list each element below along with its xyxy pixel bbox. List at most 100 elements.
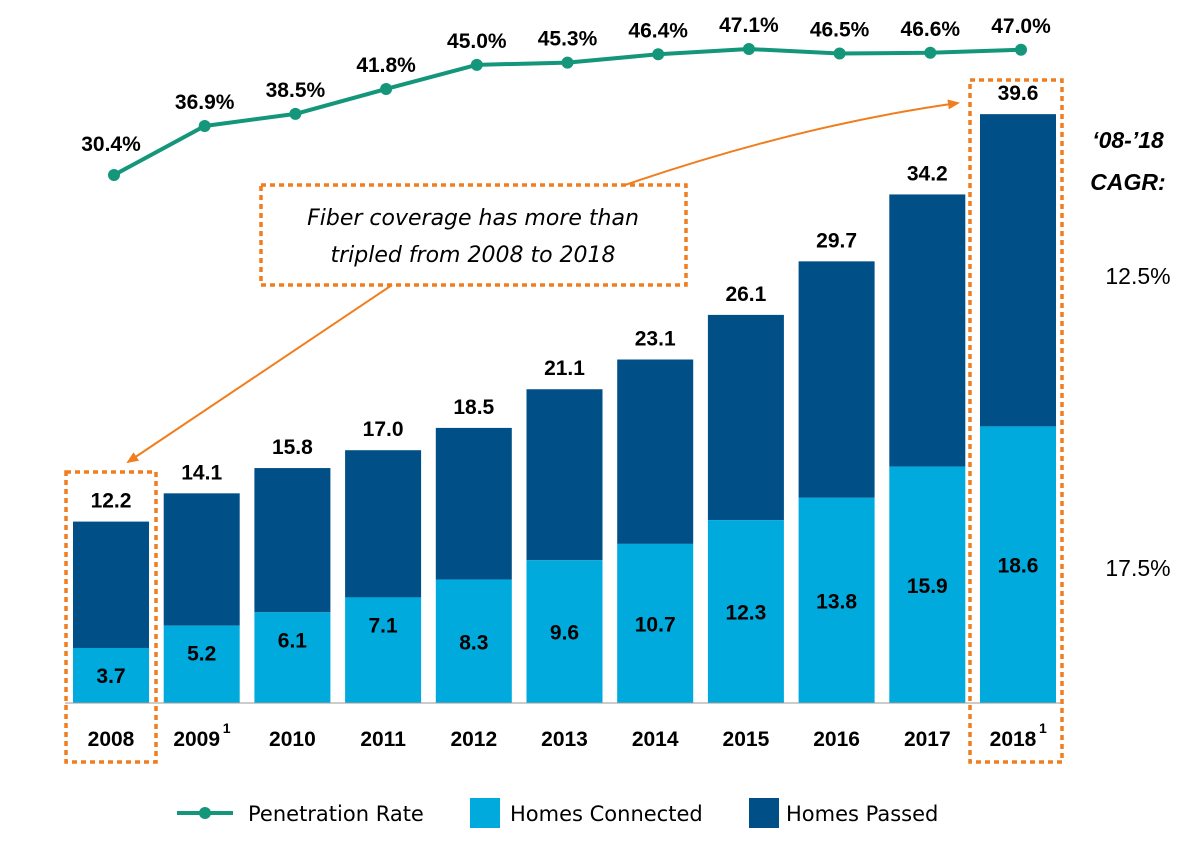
bar-homes-passed-2010 xyxy=(254,468,331,613)
connected-label-2013: 9.6 xyxy=(550,622,579,645)
penetration-label-2014: 46.4% xyxy=(628,19,688,42)
bar-homes-connected-2010 xyxy=(254,612,331,703)
bar-homes-passed-2013 xyxy=(526,389,603,561)
bar-homes-connected-2014 xyxy=(617,543,694,703)
penetration-point-2010 xyxy=(289,107,302,120)
highlight-box-2018 xyxy=(968,78,1064,764)
connected-label-2017: 15.9 xyxy=(907,575,948,598)
penetration-label-2008: 30.4% xyxy=(81,133,141,156)
penetration-label-2011: 41.8% xyxy=(356,54,416,77)
total-label-2009: 14.1 xyxy=(181,461,222,484)
penetration-label-2010: 38.5% xyxy=(266,79,326,102)
legend-connected-swatch xyxy=(470,798,500,828)
bar-homes-connected-2013 xyxy=(526,560,603,703)
bar-homes-connected-2009 xyxy=(163,625,240,703)
total-label-2012: 18.5 xyxy=(453,396,494,419)
legend-penetration-marker xyxy=(199,807,211,819)
bar-homes-connected-2012 xyxy=(435,579,512,703)
legend-penetration-label: Penetration Rate xyxy=(248,802,424,826)
penetration-label-2018: 47.0% xyxy=(991,15,1051,38)
category-label-2016: 2016 xyxy=(813,728,860,751)
connected-label-2015: 12.3 xyxy=(725,602,766,625)
total-label-2013: 21.1 xyxy=(544,357,585,380)
total-label-2015: 26.1 xyxy=(725,283,766,306)
category-footnote-2009: 1 xyxy=(223,720,231,736)
penetration-line-layer: 30.4% 36.9% 38.5% 41.8% 45.0% 45.3% 46.4% 47.1%… xyxy=(81,14,1051,181)
bar-homes-passed-2011 xyxy=(345,450,422,598)
bar-homes-connected-2008 xyxy=(73,647,149,703)
category-label-2015: 2015 xyxy=(723,728,770,751)
category-footnote-2018: 1 xyxy=(1039,720,1047,736)
cagr-title-line-2: CAGR: xyxy=(1090,169,1165,195)
penetration-label-2016: 46.5% xyxy=(810,19,870,42)
penetration-point-2015 xyxy=(742,43,755,55)
penetration-point-2018 xyxy=(1015,43,1027,56)
legend-passed-label: Homes Passed xyxy=(786,802,938,826)
bars-layer: 12.2 3.7 14.1 5.2 15.8 6.1 17.0 7.1 18.5 8.3 21.1 9… xyxy=(73,82,1056,703)
total-label-2018: 39.6 xyxy=(998,82,1039,105)
bar-homes-passed-2017 xyxy=(889,194,966,467)
penetration-point-2012 xyxy=(470,58,483,71)
bar-homes-connected-2017 xyxy=(889,466,966,703)
bar-homes-connected-2018 xyxy=(980,426,1056,703)
penetration-point-2009 xyxy=(198,119,211,132)
total-label-2011: 17.0 xyxy=(363,418,404,441)
total-label-2016: 29.7 xyxy=(816,229,857,252)
category-label-2012: 2012 xyxy=(450,728,497,751)
connected-label-2012: 8.3 xyxy=(459,631,488,654)
category-label-2017: 2017 xyxy=(904,728,951,751)
bar-homes-passed-2018 xyxy=(980,114,1056,427)
total-label-2010: 15.8 xyxy=(272,436,313,459)
connected-label-2008: 3.7 xyxy=(96,665,125,688)
category-labels: 2008 2009 1 2010 2011 2012 2013 2014 2015 2016 201… xyxy=(88,720,1047,751)
cagr-title-line-1: ‘08-’18 xyxy=(1092,127,1164,153)
category-label-2010: 2010 xyxy=(269,728,316,751)
category-label-2009: 2009 xyxy=(173,728,220,751)
penetration-label-2013: 45.3% xyxy=(538,28,598,51)
category-label-2008: 2008 xyxy=(88,728,135,751)
penetration-point-2017 xyxy=(924,46,937,59)
category-label-2011: 2011 xyxy=(360,728,406,751)
callout-box xyxy=(259,183,688,287)
callout-line-1: Fiber coverage has more than xyxy=(307,206,639,231)
connected-label-2016: 13.8 xyxy=(816,590,857,613)
bar-homes-passed-2014 xyxy=(617,359,694,544)
bar-homes-connected-2011 xyxy=(345,597,422,703)
connected-label-2011: 7.1 xyxy=(368,614,398,637)
penetration-point-2013 xyxy=(561,56,574,69)
connected-label-2009: 5.2 xyxy=(187,643,216,666)
category-label-2014: 2014 xyxy=(632,728,679,751)
bar-homes-connected-2016 xyxy=(798,497,875,703)
cagr-homes-connected: 17.5% xyxy=(1105,555,1170,581)
penetration-point-2014 xyxy=(652,48,665,61)
highlight-box-2008 xyxy=(64,470,158,764)
penetration-label-2009: 36.9% xyxy=(175,91,235,114)
connected-label-2018: 18.6 xyxy=(998,555,1039,578)
bar-homes-passed-2015 xyxy=(707,314,784,521)
legend-connected-label: Homes Connected xyxy=(510,802,703,826)
total-label-2017: 34.2 xyxy=(907,162,948,185)
legend: Penetration Rate Homes Connected Homes P… xyxy=(177,798,938,828)
category-label-2013: 2013 xyxy=(541,728,588,751)
penetration-point-2011 xyxy=(380,82,393,95)
cagr-homes-passed: 12.5% xyxy=(1105,263,1170,289)
bar-homes-passed-2012 xyxy=(435,427,512,580)
connected-label-2010: 6.1 xyxy=(278,629,308,652)
callout-line-2: tripled from 2008 to 2018 xyxy=(330,243,615,268)
bar-homes-passed-2008 xyxy=(73,521,149,648)
bar-homes-passed-2016 xyxy=(798,261,875,498)
legend-passed-swatch xyxy=(749,798,779,828)
penetration-label-2012: 45.0% xyxy=(447,30,507,53)
total-label-2008: 12.2 xyxy=(91,490,132,513)
connected-label-2014: 10.7 xyxy=(635,613,676,636)
penetration-label-2017: 46.6% xyxy=(901,18,961,41)
category-label-2018: 2018 xyxy=(990,728,1037,751)
callout-arrow-to-2018 xyxy=(624,99,960,186)
callout-arrow-to-2008 xyxy=(126,284,393,464)
penetration-point-2008 xyxy=(108,169,120,181)
bar-homes-passed-2009 xyxy=(163,493,240,626)
penetration-label-2015: 47.1% xyxy=(719,14,779,37)
bar-homes-connected-2015 xyxy=(707,520,784,703)
penetration-point-2016 xyxy=(833,47,846,60)
